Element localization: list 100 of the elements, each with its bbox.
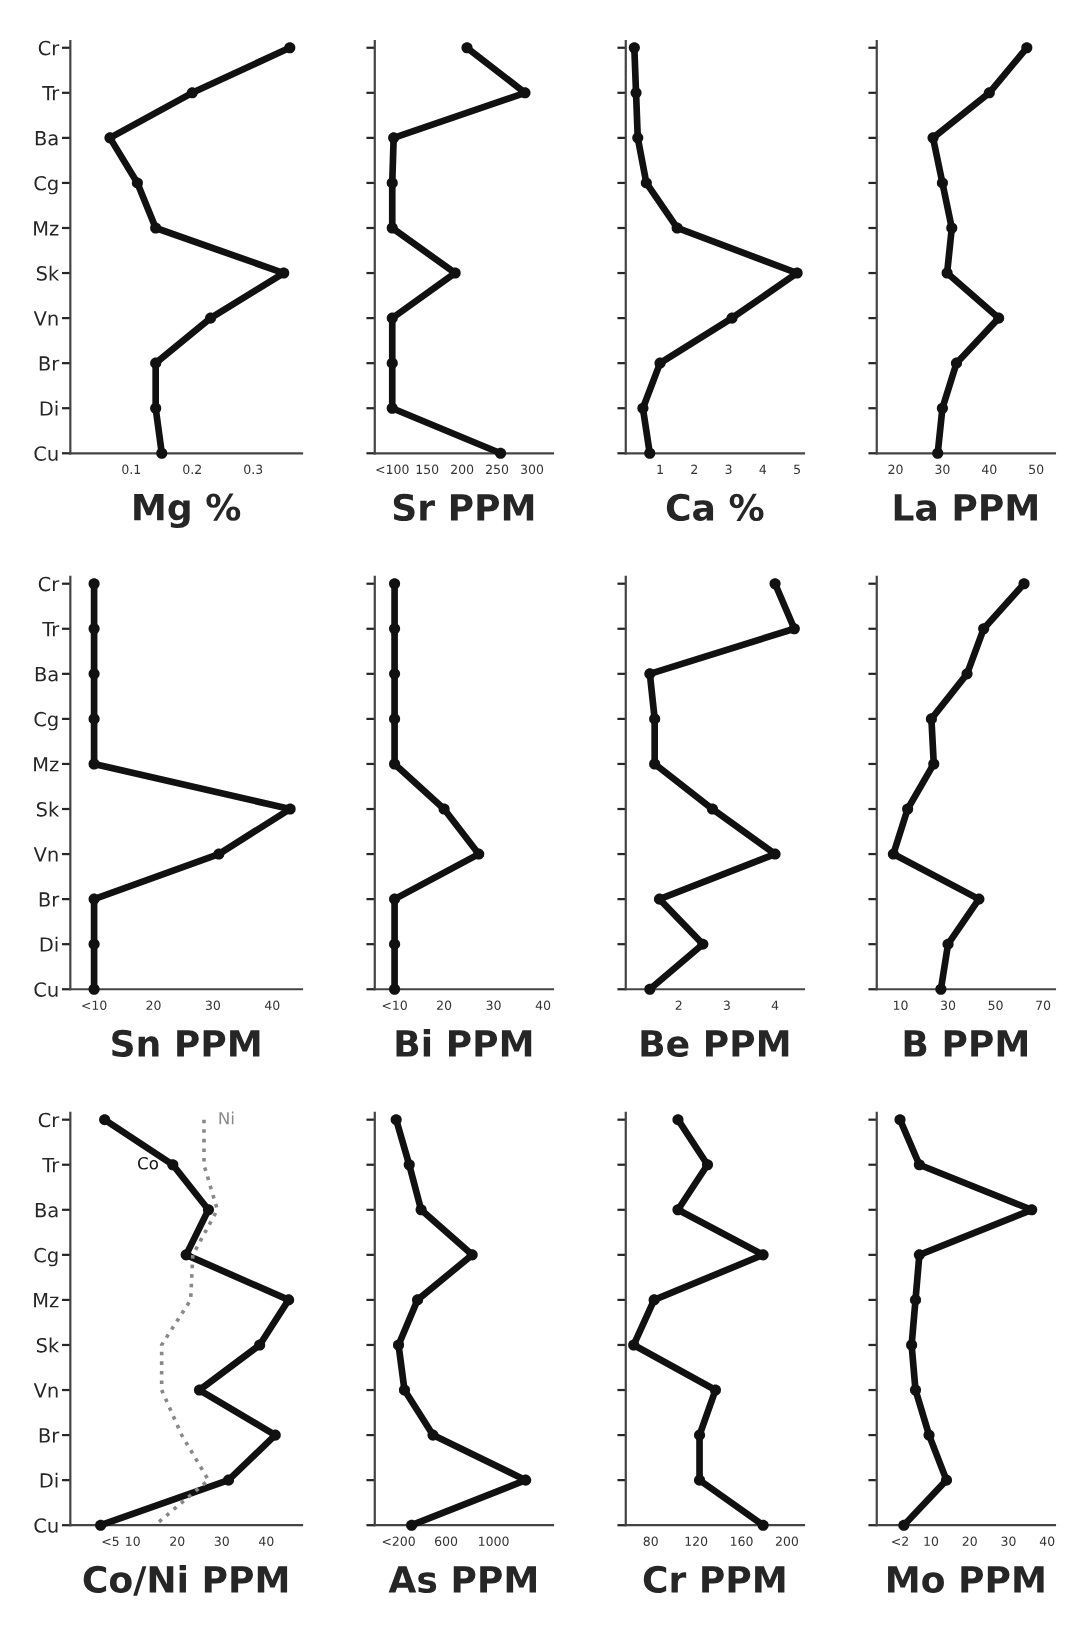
point bbox=[923, 1429, 935, 1441]
point bbox=[940, 1474, 953, 1486]
y-tick-label: Ba bbox=[35, 131, 58, 146]
point bbox=[788, 623, 800, 635]
y-tick-label: Sk bbox=[36, 265, 60, 281]
point bbox=[386, 222, 398, 234]
point bbox=[769, 578, 781, 590]
y-tick-label: Cr bbox=[38, 40, 60, 56]
point bbox=[961, 668, 973, 680]
point bbox=[386, 357, 398, 369]
y-tick-label: Di bbox=[40, 1472, 58, 1488]
y-tick-label: Ba bbox=[35, 1203, 58, 1218]
point bbox=[902, 803, 914, 815]
point bbox=[131, 177, 143, 189]
point bbox=[222, 1474, 235, 1486]
point bbox=[104, 132, 116, 144]
point bbox=[398, 1384, 411, 1396]
point bbox=[946, 222, 958, 234]
x-axis-title: Cr PPM bbox=[643, 1565, 785, 1594]
point bbox=[495, 447, 507, 459]
y-tick-label: Cu bbox=[34, 982, 58, 997]
point bbox=[202, 1204, 214, 1216]
point bbox=[693, 1474, 706, 1486]
point bbox=[630, 87, 642, 99]
point bbox=[632, 132, 644, 144]
point bbox=[913, 1159, 925, 1171]
point bbox=[283, 1294, 295, 1306]
point bbox=[928, 758, 940, 770]
point bbox=[983, 87, 995, 99]
x-axis-title: Bi PPM bbox=[396, 1029, 532, 1057]
point bbox=[186, 87, 198, 99]
point bbox=[628, 42, 640, 54]
point bbox=[906, 1339, 918, 1351]
point bbox=[403, 1159, 415, 1171]
point bbox=[386, 177, 398, 189]
point bbox=[204, 312, 217, 324]
point bbox=[284, 42, 296, 54]
point bbox=[637, 402, 649, 414]
y-tick-label: Br bbox=[39, 1428, 60, 1443]
point bbox=[386, 402, 398, 414]
point bbox=[180, 1249, 192, 1261]
x-axis-title: Mg % bbox=[134, 493, 241, 529]
y-tick-label: Di bbox=[40, 400, 58, 416]
y-tick-label: Ba bbox=[35, 667, 58, 682]
point bbox=[654, 357, 666, 369]
point bbox=[913, 1249, 925, 1261]
y-tick-label: Vn bbox=[33, 847, 58, 862]
point bbox=[898, 1519, 910, 1531]
point bbox=[1021, 42, 1033, 54]
y-tick-label: Sk bbox=[36, 1337, 60, 1353]
point bbox=[461, 42, 473, 54]
point bbox=[706, 803, 719, 815]
point bbox=[936, 177, 948, 189]
point bbox=[156, 447, 168, 459]
point bbox=[644, 447, 656, 459]
point bbox=[167, 1159, 179, 1171]
point bbox=[466, 1249, 478, 1261]
y-tick-label: Br bbox=[39, 892, 60, 907]
point bbox=[99, 1114, 111, 1126]
point bbox=[648, 1294, 660, 1306]
y-tick-label: Cr bbox=[38, 576, 60, 592]
x-axis-title: La PPM bbox=[894, 494, 1037, 522]
point bbox=[909, 1384, 922, 1396]
point bbox=[672, 1114, 684, 1126]
point bbox=[671, 222, 683, 234]
y-tick-label: Cu bbox=[34, 446, 58, 461]
point bbox=[449, 267, 461, 279]
point bbox=[932, 447, 944, 459]
point bbox=[427, 1429, 439, 1441]
point bbox=[254, 1339, 266, 1351]
point bbox=[388, 132, 400, 144]
point bbox=[415, 1204, 427, 1216]
point bbox=[936, 402, 948, 414]
point bbox=[640, 177, 652, 189]
point bbox=[269, 1429, 281, 1441]
point bbox=[942, 938, 954, 950]
point bbox=[726, 312, 738, 324]
point bbox=[406, 1519, 418, 1531]
x-axis-title: Sr PPM bbox=[393, 493, 534, 522]
y-tick-label: Mz bbox=[34, 1293, 59, 1308]
y-tick-label: Cg bbox=[34, 711, 58, 731]
point bbox=[894, 1114, 906, 1126]
point bbox=[150, 357, 162, 369]
point bbox=[150, 222, 162, 234]
point bbox=[697, 938, 709, 950]
point bbox=[649, 758, 661, 770]
x-axis-title: Be PPM bbox=[641, 1030, 789, 1058]
x-axis-title: B PPM bbox=[904, 1030, 1027, 1057]
point bbox=[887, 848, 899, 860]
point bbox=[757, 1519, 769, 1531]
x-axis-title: Co/Ni PPM bbox=[83, 1565, 288, 1596]
y-tick-label: Tr bbox=[42, 86, 60, 101]
y-tick-label: Cr bbox=[38, 1112, 60, 1128]
point bbox=[927, 132, 939, 144]
point bbox=[1018, 578, 1030, 590]
x-axis-title: As PPM bbox=[388, 1566, 536, 1594]
point bbox=[644, 983, 656, 995]
y-tick-label: Cg bbox=[34, 175, 58, 195]
point bbox=[701, 1159, 714, 1171]
y-tick-label: Sk bbox=[36, 801, 60, 817]
